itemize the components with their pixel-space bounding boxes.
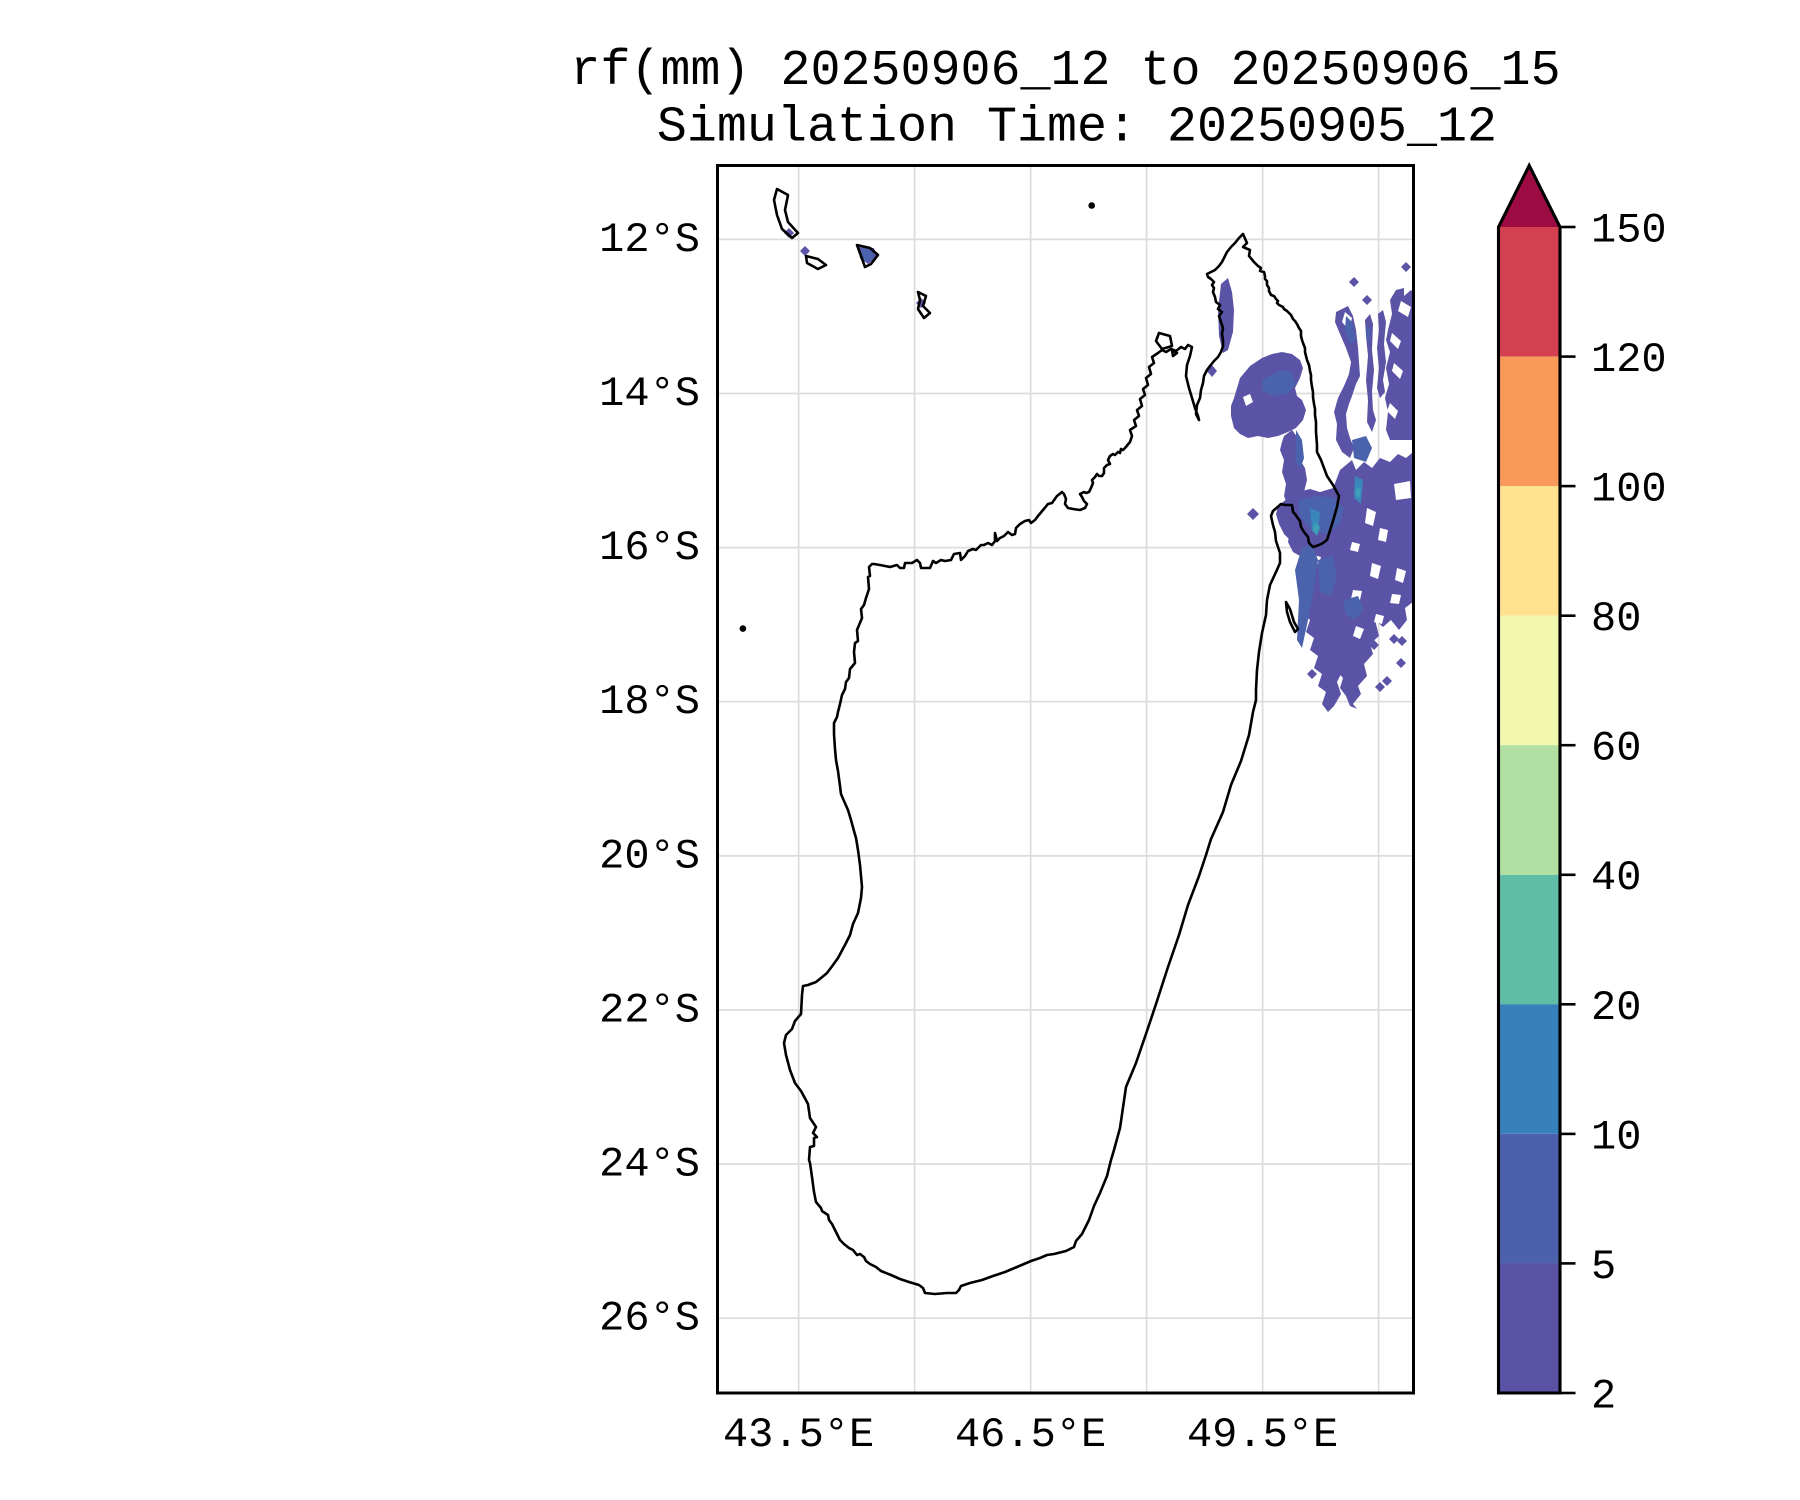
svg-text:26°S: 26°S: [599, 1295, 700, 1343]
svg-text:40: 40: [1591, 854, 1641, 902]
svg-text:20: 20: [1591, 984, 1641, 1032]
svg-text:22°S: 22°S: [599, 987, 700, 1035]
svg-text:43.5°E: 43.5°E: [723, 1411, 874, 1459]
svg-text:49.5°E: 49.5°E: [1187, 1411, 1338, 1459]
svg-text:16°S: 16°S: [599, 524, 700, 572]
svg-text:2: 2: [1591, 1373, 1616, 1421]
svg-text:18°S: 18°S: [599, 678, 700, 726]
svg-text:60: 60: [1591, 725, 1641, 773]
svg-text:12°S: 12°S: [599, 216, 700, 264]
svg-text:120: 120: [1591, 336, 1667, 384]
svg-text:5: 5: [1591, 1243, 1616, 1291]
svg-text:20°S: 20°S: [599, 832, 700, 880]
svg-text:24°S: 24°S: [599, 1141, 700, 1189]
svg-text:14°S: 14°S: [599, 370, 700, 418]
svg-text:Simulation Time: 20250905_12: Simulation Time: 20250905_12: [657, 100, 1497, 157]
svg-text:150: 150: [1591, 207, 1667, 255]
svg-text:100: 100: [1591, 466, 1667, 514]
svg-text:rf(mm) 20250906_12 to 20250906: rf(mm) 20250906_12 to 20250906_15: [570, 43, 1560, 100]
svg-text:46.5°E: 46.5°E: [955, 1411, 1106, 1459]
svg-text:80: 80: [1591, 595, 1641, 643]
svg-text:10: 10: [1591, 1113, 1641, 1161]
